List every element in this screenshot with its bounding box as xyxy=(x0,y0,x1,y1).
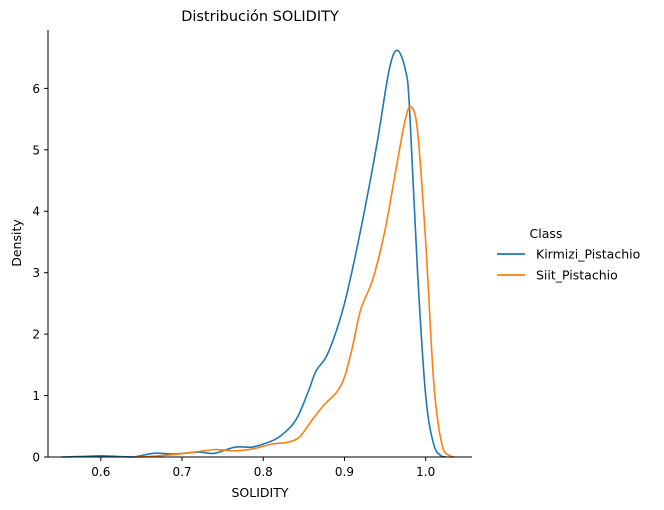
chart-title: Distribución SOLIDITY xyxy=(181,9,339,25)
y-tick-label: 6 xyxy=(32,82,40,96)
legend-title: Class xyxy=(530,226,563,241)
density-curve-siit-pistachio xyxy=(133,105,455,458)
y-tick-label: 2 xyxy=(32,328,40,342)
y-tick-label: 0 xyxy=(32,451,40,465)
x-tick-label: 0.8 xyxy=(254,465,273,479)
y-tick-label: 1 xyxy=(32,389,40,403)
x-axis-label: SOLIDITY xyxy=(231,485,288,500)
x-tick-label: 0.6 xyxy=(91,465,110,479)
curves-group xyxy=(61,49,455,458)
y-ticks-group: 0 1 2 3 4 5 6 xyxy=(32,82,48,465)
y-tick-label: 5 xyxy=(32,143,40,157)
density-curve-kirmizi-pistachio xyxy=(61,49,447,458)
x-tick-label: 0.9 xyxy=(335,465,354,479)
y-axis-label: Density xyxy=(9,219,24,267)
y-tick-label: 4 xyxy=(32,205,40,219)
legend-label: Siit_Pistachio xyxy=(536,268,618,283)
y-tick-label: 3 xyxy=(32,266,40,280)
x-tick-label: 0.7 xyxy=(172,465,191,479)
legend-label: Kirmizi_Pistachio xyxy=(536,247,640,262)
x-ticks-group: 0.6 0.7 0.8 0.9 1.0 xyxy=(91,457,435,479)
legend: Class Kirmizi_Pistachio Siit_Pistachio xyxy=(497,226,640,283)
x-tick-label: 1.0 xyxy=(416,465,435,479)
